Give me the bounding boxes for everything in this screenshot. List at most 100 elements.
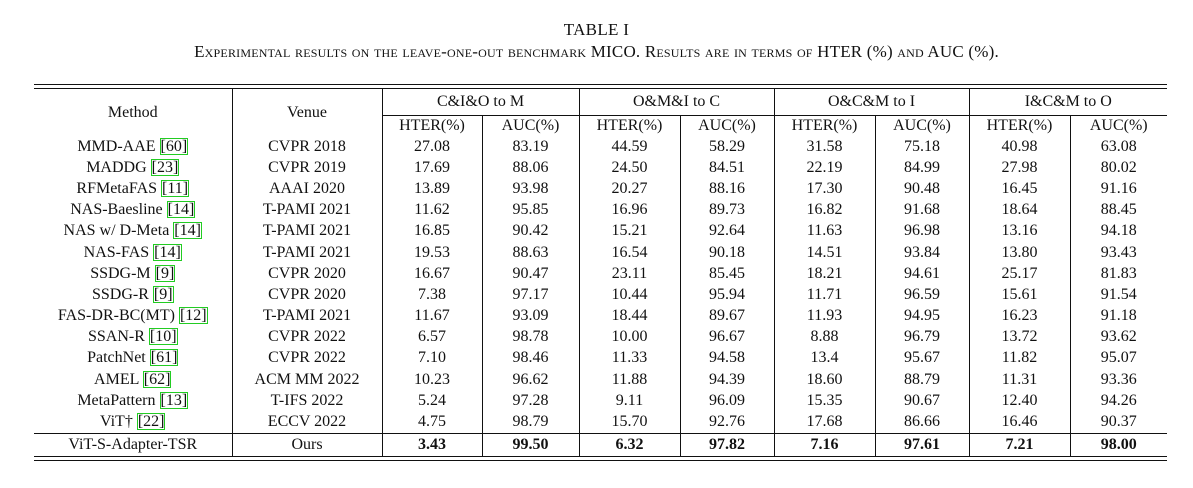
hter-value: 7.10: [382, 347, 483, 370]
method-name: MMD-AAE: [77, 137, 156, 155]
method-cell: ViT† [22]: [34, 411, 233, 433]
method-cell: NAS w/ D-Meta [14]: [34, 220, 233, 242]
table-row: PatchNet [61] CVPR 2022 7.10 98.46 11.33 94.5…: [34, 347, 1167, 370]
header-venue: Venue: [232, 89, 383, 136]
hter-value: 18.44: [579, 305, 681, 327]
citation-link[interactable]: [10]: [148, 328, 178, 346]
auc-value: 96.62: [482, 369, 580, 391]
hter-value: 6.57: [382, 326, 483, 348]
auc-value: 96.79: [875, 326, 970, 348]
citation-link[interactable]: [12]: [178, 307, 208, 325]
final-value: 97.61: [875, 433, 970, 456]
hter-value: 13.4: [774, 347, 876, 370]
hter-value: 16.85: [382, 220, 483, 242]
citation-link[interactable]: [14]: [173, 222, 202, 240]
auc-value: 95.94: [680, 284, 775, 306]
citation-link[interactable]: [14]: [153, 243, 182, 261]
hter-value: 31.58: [774, 136, 876, 158]
citation-link[interactable]: [14]: [166, 201, 196, 219]
hter-value: 18.21: [774, 263, 876, 285]
auc-value: 98.78: [482, 326, 580, 348]
auc-value: 93.62: [1100, 328, 1137, 346]
citation-link[interactable]: [62]: [142, 370, 172, 388]
hter-value: 11.93: [774, 305, 876, 327]
auc-value: 88.63: [482, 241, 580, 264]
final-value: 3.43: [382, 433, 483, 456]
hter-value: 18.60: [774, 369, 876, 391]
auc-value: 93.43: [1100, 243, 1137, 261]
final-value: 7.21: [969, 433, 1071, 456]
table-row: AMEL [62] ACM MM 2022 10.23 96.62 11.88 94.39…: [34, 369, 1167, 391]
final-venue: Ours: [232, 433, 383, 456]
auc-value: 90.37: [1100, 413, 1137, 431]
citation-link[interactable]: [60]: [159, 137, 189, 155]
header-auc-3: AUC(%): [875, 115, 970, 136]
hter-value: 10.44: [579, 284, 681, 306]
results-table: Method Venue C&I&O to M O&M&I to C O&C&M…: [34, 89, 1167, 433]
hter-value: 11.31: [969, 369, 1071, 391]
hter-value: 16.45: [969, 178, 1071, 200]
method-cell: SSDG-M [9]: [34, 263, 233, 285]
citation-link[interactable]: [13]: [159, 391, 189, 409]
hter-value: 11.82: [969, 347, 1071, 370]
header-method: Method: [34, 89, 233, 136]
venue-cell: CVPR 2018: [232, 136, 383, 158]
hter-value: 13.89: [382, 178, 483, 200]
hter-value: 11.62: [382, 199, 483, 221]
hter-value: 15.21: [579, 220, 681, 242]
auc-value: 90.42: [482, 220, 580, 242]
citation-link[interactable]: [11]: [161, 179, 190, 197]
method-name: FAS-DR-BC(MT): [57, 307, 175, 325]
hter-value: 11.67: [382, 305, 483, 327]
hter-value: 5.24: [382, 390, 483, 412]
method-cell: MMD-AAE [60]: [34, 136, 233, 158]
method-name: SSAN-R: [87, 328, 145, 346]
auc-value: 88.06: [482, 157, 580, 179]
citation-link[interactable]: [23]: [150, 158, 180, 176]
table-row: SSAN-R [10] CVPR 2022 6.57 98.78 10.00 96.67 8…: [34, 326, 1167, 348]
auc-value: 63.08: [1100, 137, 1137, 155]
mid-rule: [34, 432, 1167, 434]
auc-value: 95.07: [1100, 349, 1137, 367]
final-value: 98.00: [1100, 435, 1137, 453]
method-name: AMEL: [94, 370, 139, 388]
hter-value: 27.98: [969, 157, 1071, 179]
auc-value: 95.67: [875, 347, 970, 370]
final-value: 99.50: [482, 433, 580, 456]
citation-link[interactable]: [22]: [136, 413, 166, 431]
hter-value: 19.53: [382, 241, 483, 264]
auc-value: 90.48: [875, 178, 970, 200]
hter-value: 27.08: [382, 136, 483, 158]
citation-link[interactable]: [9]: [152, 285, 174, 303]
hter-value: 13.72: [969, 326, 1071, 348]
method-cell: AMEL [62]: [34, 369, 233, 391]
method-cell: RFMetaFAS [11]: [34, 178, 233, 200]
hter-value: 13.16: [969, 220, 1071, 242]
auc-value: 89.67: [680, 305, 775, 327]
citation-link[interactable]: [61]: [149, 349, 179, 367]
table-row: MetaPattern [13] T-IFS 2022 5.24 97.28 9.11 9…: [34, 390, 1167, 412]
table-row: SSDG-M [9] CVPR 2020 16.67 90.47 23.11 85.45 1…: [34, 263, 1167, 285]
hter-value: 18.64: [969, 199, 1071, 221]
hter-value: 15.61: [969, 284, 1071, 306]
table-caption-text: Experimental results on the leave-one-ou…: [194, 42, 999, 61]
header-auc-2: AUC(%): [680, 115, 775, 136]
method-name: SSDG-R: [91, 285, 149, 303]
auc-value: 94.61: [875, 263, 970, 285]
results-table-body: MMD-AAE [60] CVPR 2018 27.08 83.19 44.59 58.2…: [34, 136, 1167, 433]
hter-value: 24.50: [579, 157, 681, 179]
hter-value: 4.75: [382, 411, 483, 433]
auc-value: 94.39: [680, 369, 775, 391]
hter-value: 15.70: [579, 411, 681, 433]
hter-value: 11.71: [774, 284, 876, 306]
header-hter-2: HTER(%): [579, 115, 681, 136]
auc-value: 90.18: [680, 241, 775, 264]
method-name: RFMetaFAS: [76, 179, 158, 197]
table-row: NAS-FAS [14] T-PAMI 2021 19.53 88.63 16.54 90…: [34, 241, 1167, 264]
hter-value: 44.59: [579, 136, 681, 158]
venue-cell: CVPR 2022: [232, 326, 383, 348]
final-value: 7.16: [774, 433, 876, 456]
citation-link[interactable]: [9]: [154, 264, 176, 282]
venue-cell: CVPR 2020: [232, 284, 383, 306]
table-row: RFMetaFAS [11] AAAI 2020 13.89 93.98 20.27 88…: [34, 178, 1167, 200]
